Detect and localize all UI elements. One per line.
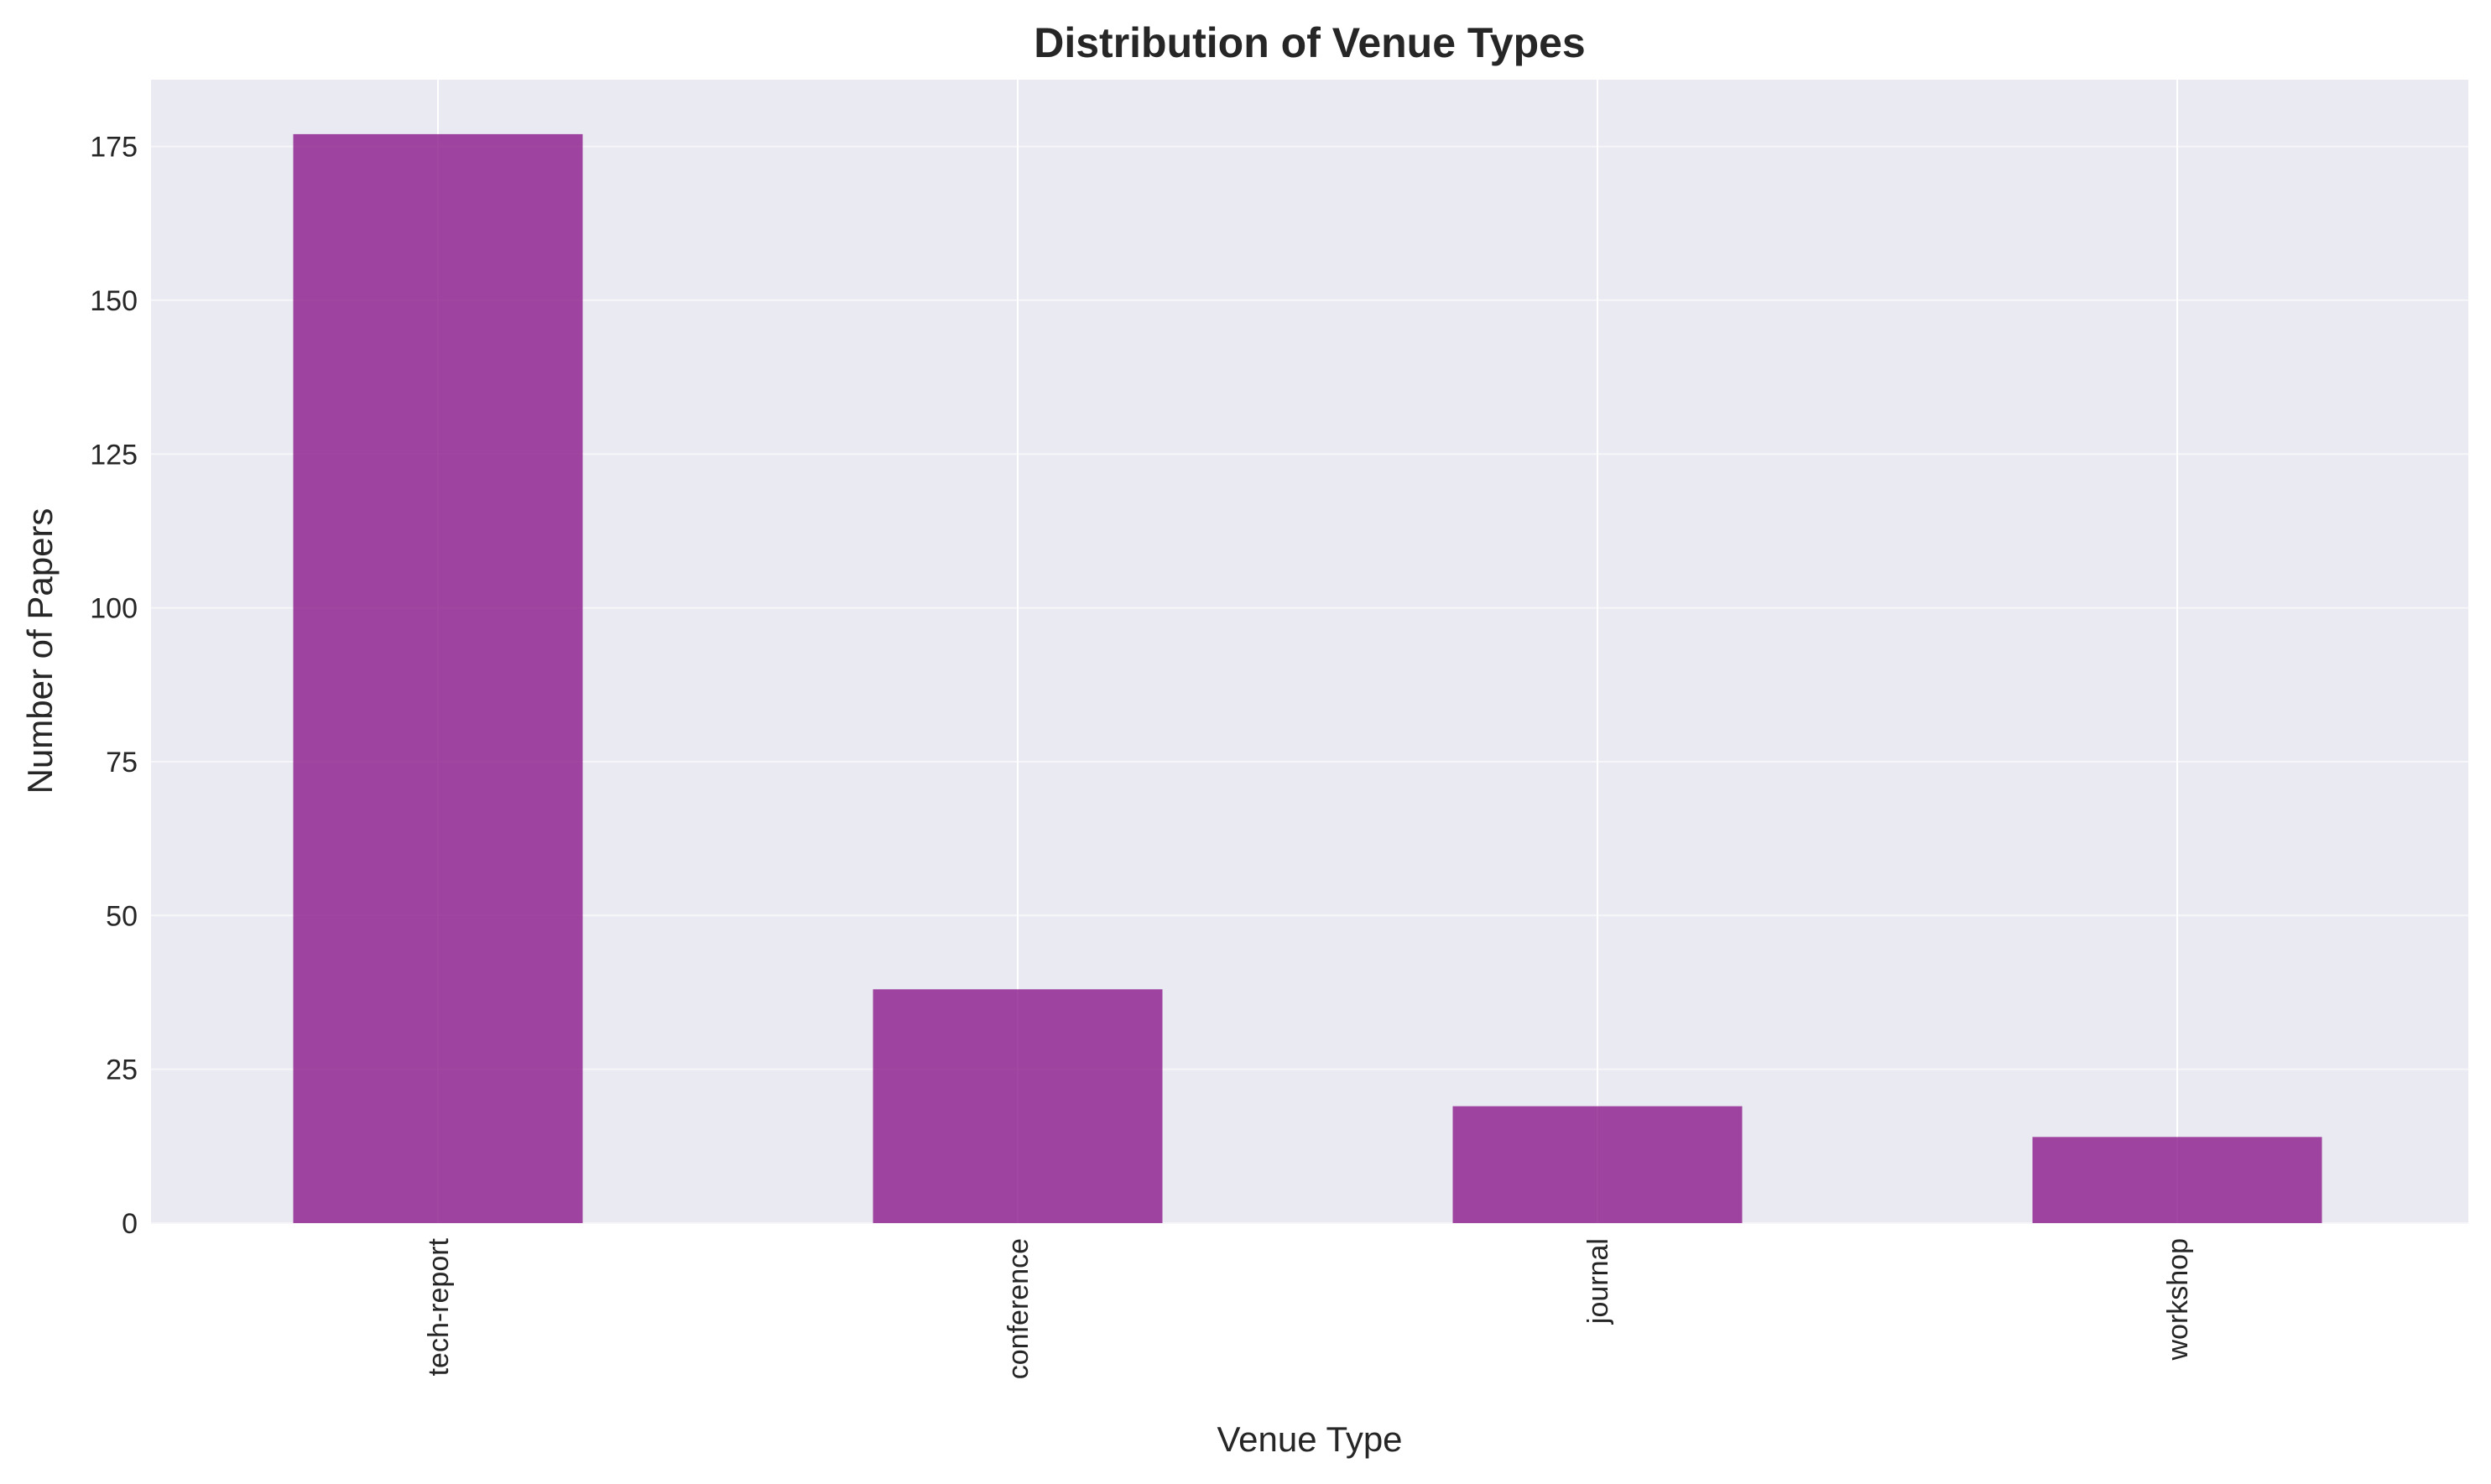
y-tick-label: 50 bbox=[106, 900, 138, 932]
bar-tech-report bbox=[293, 133, 583, 1223]
bars bbox=[293, 133, 2322, 1223]
y-axis-label: Number of Papers bbox=[20, 508, 60, 794]
y-tick-label: 150 bbox=[90, 285, 138, 317]
x-axis-label: Venue Type bbox=[1217, 1419, 1402, 1459]
y-tick-labels: 0 25 50 75 100 125 150 175 bbox=[90, 132, 138, 1240]
bar-journal bbox=[1452, 1106, 1743, 1223]
x-tick-labels: tech-report conference journal workshop bbox=[423, 1237, 2194, 1379]
x-tick-label: conference bbox=[1003, 1238, 1034, 1379]
y-tick-label: 100 bbox=[90, 593, 138, 625]
chart-title: Distribution of Venue Types bbox=[1034, 19, 1585, 66]
y-tick-label: 25 bbox=[106, 1054, 138, 1086]
x-tick-label: tech-report bbox=[423, 1237, 455, 1376]
y-tick-label: 75 bbox=[106, 747, 138, 778]
bar-workshop bbox=[2032, 1137, 2322, 1223]
y-tick-label: 125 bbox=[90, 439, 138, 471]
bar-conference bbox=[873, 989, 1163, 1223]
x-tick-label: workshop bbox=[2162, 1238, 2194, 1362]
y-tick-label: 0 bbox=[122, 1208, 138, 1240]
x-tick-label: journal bbox=[1582, 1238, 1614, 1325]
y-tick-label: 175 bbox=[90, 132, 138, 164]
